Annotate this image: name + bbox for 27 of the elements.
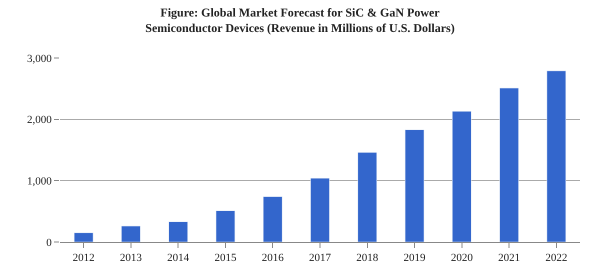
chart-title: Figure: Global Market Forecast for SiC & GaN Power Semiconductor Devices (Revenue in Millions of U.S. Dollars) [145,6,455,36]
y-tick-label: 2,000 [27,114,52,126]
bar [168,222,188,242]
y-tick-label: 0 [46,236,52,249]
x-tick-label: 2012 [72,252,95,264]
bar [404,130,424,242]
x-tick-label: 2019 [404,252,426,264]
bar [358,152,377,242]
bar [499,88,519,242]
x-tick-label: 2022 [545,252,568,264]
x-tick-label: 2016 [262,252,284,264]
bar [263,196,282,242]
x-tick-label: 2018 [356,252,379,264]
x-tick-label: 2020 [450,252,474,264]
x-tick-label: 2015 [214,252,237,264]
x-tick-label: 2014 [167,252,190,264]
x-tick-label: 2013 [120,252,142,264]
x-tick-label: 2021 [498,252,520,264]
bar [121,226,141,242]
y-tick-label: 3,000 [27,52,52,65]
x-tick-label: 2017 [309,252,332,264]
bar [452,111,472,242]
bar [216,210,236,242]
bar [310,178,330,242]
y-tick-label: 1,000 [27,176,52,188]
bar [546,70,566,242]
bar [74,232,94,242]
